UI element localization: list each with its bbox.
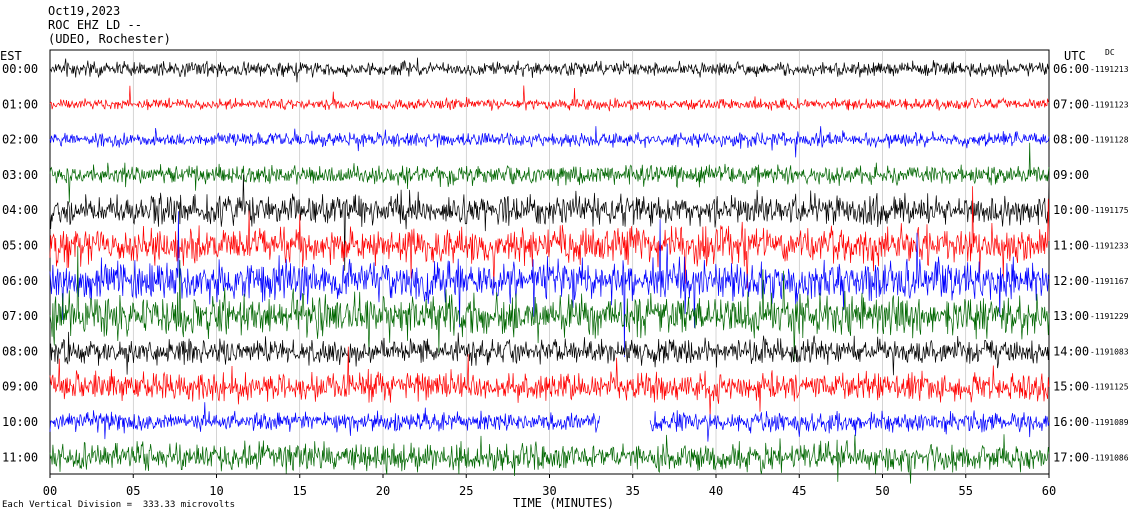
est-time-label: 09:00 <box>2 380 38 394</box>
est-time-label: 10:00 <box>2 415 38 429</box>
utc-time-label: 09:00 <box>1053 168 1089 182</box>
seismic-trace <box>49 211 1050 358</box>
utc-time-label: 16:00 <box>1053 415 1089 429</box>
utc-time-label: 13:00 <box>1053 309 1089 323</box>
est-time-label: 11:00 <box>2 450 38 464</box>
seismic-trace <box>49 85 1050 112</box>
dc-offset-label: -1191167 <box>1090 277 1129 286</box>
utc-time-label: 12:00 <box>1053 274 1089 288</box>
utc-time-label: 15:00 <box>1053 380 1089 394</box>
seismic-trace <box>49 246 1050 362</box>
utc-axis-title: UTC <box>1064 49 1086 63</box>
est-time-label: 00:00 <box>2 62 38 76</box>
utc-time-label: 06:00 <box>1053 62 1089 76</box>
seismic-trace <box>49 346 1050 418</box>
seismic-trace <box>49 57 1050 83</box>
est-time-label: 04:00 <box>2 203 38 217</box>
dc-offset-label: -1191175 <box>1090 206 1129 215</box>
scale-note: Each Vertical Division = 333.33 microvol… <box>2 500 235 510</box>
utc-time-label: 07:00 <box>1053 97 1089 111</box>
x-tick-label: 05 <box>126 484 140 498</box>
utc-time-label: 14:00 <box>1053 344 1089 358</box>
x-tick-label: 55 <box>959 484 973 498</box>
dc-offset-label: -1191086 <box>1090 453 1129 462</box>
dc-offset-label: -1191125 <box>1090 383 1129 392</box>
x-tick-label: 60 <box>1042 484 1056 498</box>
seismic-trace <box>49 174 1050 271</box>
dc-offset-label: -1191128 <box>1090 136 1129 145</box>
x-tick-label: 45 <box>792 484 806 498</box>
est-time-label: 03:00 <box>2 168 38 182</box>
seismic-trace <box>49 434 1050 484</box>
est-time-label: 06:00 <box>2 274 38 288</box>
x-tick-label: 40 <box>709 484 723 498</box>
x-tick-label: 50 <box>875 484 889 498</box>
dc-offset-label: -1191123 <box>1090 100 1129 109</box>
utc-time-label: 10:00 <box>1053 203 1089 217</box>
dc-offset-label: -1191083 <box>1090 347 1129 356</box>
dc-offset-label: -1191089 <box>1090 418 1129 427</box>
station-location: (UDEO, Rochester) <box>48 32 171 46</box>
x-tick-label: 15 <box>293 484 307 498</box>
seismic-trace <box>49 186 1050 289</box>
x-tick-label: 20 <box>376 484 390 498</box>
est-time-label: 07:00 <box>2 309 38 323</box>
x-tick-label: 10 <box>209 484 223 498</box>
dc-offset-label: -1191229 <box>1090 312 1129 321</box>
dc-offset-label: -1191233 <box>1090 242 1129 251</box>
utc-time-label: 11:00 <box>1053 239 1089 253</box>
est-time-label: 05:00 <box>2 239 38 253</box>
est-time-label: 01:00 <box>2 97 38 111</box>
seismic-trace <box>49 126 1050 158</box>
station-date: Oct19,2023 <box>48 4 121 18</box>
x-tick-label: 30 <box>542 484 556 498</box>
est-time-label: 02:00 <box>2 133 38 147</box>
seismic-trace <box>49 402 1050 442</box>
est-axis-title: EST <box>0 49 22 63</box>
x-axis-label: TIME (MINUTES) <box>513 496 615 510</box>
seismic-trace <box>49 331 1050 376</box>
x-tick-label: 00 <box>43 484 57 498</box>
station-channel: ROC EHZ LD -- <box>48 18 142 32</box>
est-time-label: 08:00 <box>2 344 38 358</box>
dc-axis-title: DC <box>1105 48 1115 57</box>
seismic-trace <box>49 142 1050 203</box>
dc-offset-label: -1191213 <box>1090 65 1129 74</box>
utc-time-label: 08:00 <box>1053 133 1089 147</box>
x-tick-label: 25 <box>459 484 473 498</box>
utc-time-label: 17:00 <box>1053 450 1089 464</box>
x-tick-label: 35 <box>626 484 640 498</box>
